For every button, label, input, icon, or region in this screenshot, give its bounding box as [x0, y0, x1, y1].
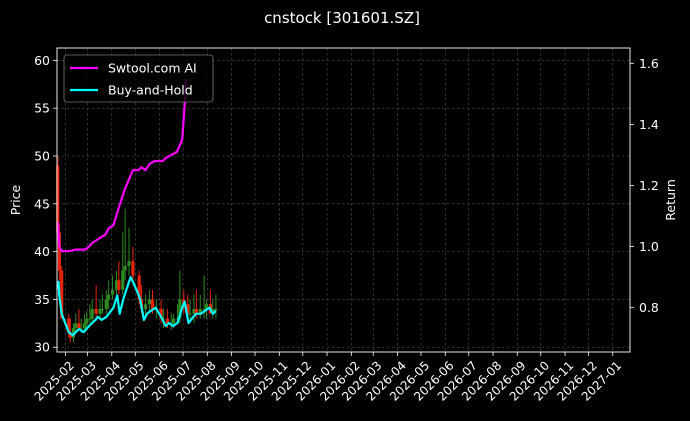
candle-body	[60, 270, 64, 319]
y2-tick-label: 1.0	[639, 239, 659, 254]
y2-tick-label: 1.2	[639, 178, 659, 193]
candle-body	[71, 328, 76, 338]
legend-box	[63, 54, 214, 103]
y-tick-label: 30	[34, 340, 50, 355]
candle-body	[110, 289, 115, 295]
candle-body	[82, 323, 86, 329]
y2-tick-label: 1.4	[639, 117, 659, 132]
legend-label: Swtool.com AI	[108, 61, 197, 76]
legend: Swtool.com AI Buy-and-Hold	[63, 54, 214, 103]
candle-body	[77, 323, 81, 329]
candle-body	[79, 328, 83, 330]
chart-title: cnstock [301601.SZ]	[264, 9, 420, 27]
candle-body	[175, 318, 180, 320]
candle-body	[56, 165, 60, 233]
y2-tick-label: 1.6	[639, 56, 659, 71]
candle-body	[85, 318, 89, 324]
candle-body	[90, 308, 94, 319]
candle-body	[192, 308, 196, 314]
candle-body	[68, 332, 72, 338]
candle-body	[198, 308, 202, 314]
candle-body	[123, 265, 127, 271]
y2-axis-label: Return	[663, 179, 678, 220]
candle-body	[202, 308, 206, 310]
candle-body	[88, 318, 92, 320]
candle-body	[172, 318, 176, 324]
candle-body	[117, 280, 121, 290]
candle-body	[137, 275, 141, 300]
y-tick-label: 40	[34, 244, 50, 259]
candle-body	[67, 318, 71, 333]
candle-body	[107, 294, 111, 300]
y2-tick-label: 0.8	[639, 300, 659, 315]
line-series	[56, 78, 217, 337]
candle-body	[94, 308, 98, 314]
candle-body	[147, 299, 151, 305]
candle-body	[161, 318, 166, 320]
y-tick-label: 60	[34, 53, 50, 68]
candle-body	[204, 304, 209, 309]
candle-body	[114, 280, 119, 290]
candle-body	[150, 299, 155, 309]
candle-body	[98, 308, 102, 314]
series-line	[56, 276, 217, 337]
candle-body	[188, 313, 192, 315]
y-tick-label: 50	[34, 149, 50, 164]
candle-body	[57, 232, 61, 271]
candle-body	[74, 323, 78, 329]
candle-body	[214, 308, 218, 310]
y-tick-label: 45	[34, 196, 50, 211]
candle-body	[178, 299, 182, 319]
candle-body	[127, 261, 131, 266]
candle-body	[165, 318, 169, 324]
candle-body	[211, 308, 215, 314]
candle-body	[104, 299, 108, 309]
candle-body	[143, 304, 148, 309]
candle-body	[121, 270, 125, 290]
legend-label: Buy-and-Hold	[108, 83, 193, 98]
plot-frame	[56, 47, 631, 353]
series-line	[56, 78, 188, 253]
y-tick-label: 55	[34, 101, 50, 116]
candle-body	[131, 261, 135, 276]
y-axis-label: Price	[8, 184, 23, 215]
candle-body	[194, 308, 198, 314]
candle-body	[159, 308, 163, 319]
candle-body	[100, 308, 105, 310]
y-tick-label: 35	[34, 292, 50, 307]
candle-body	[186, 304, 190, 314]
